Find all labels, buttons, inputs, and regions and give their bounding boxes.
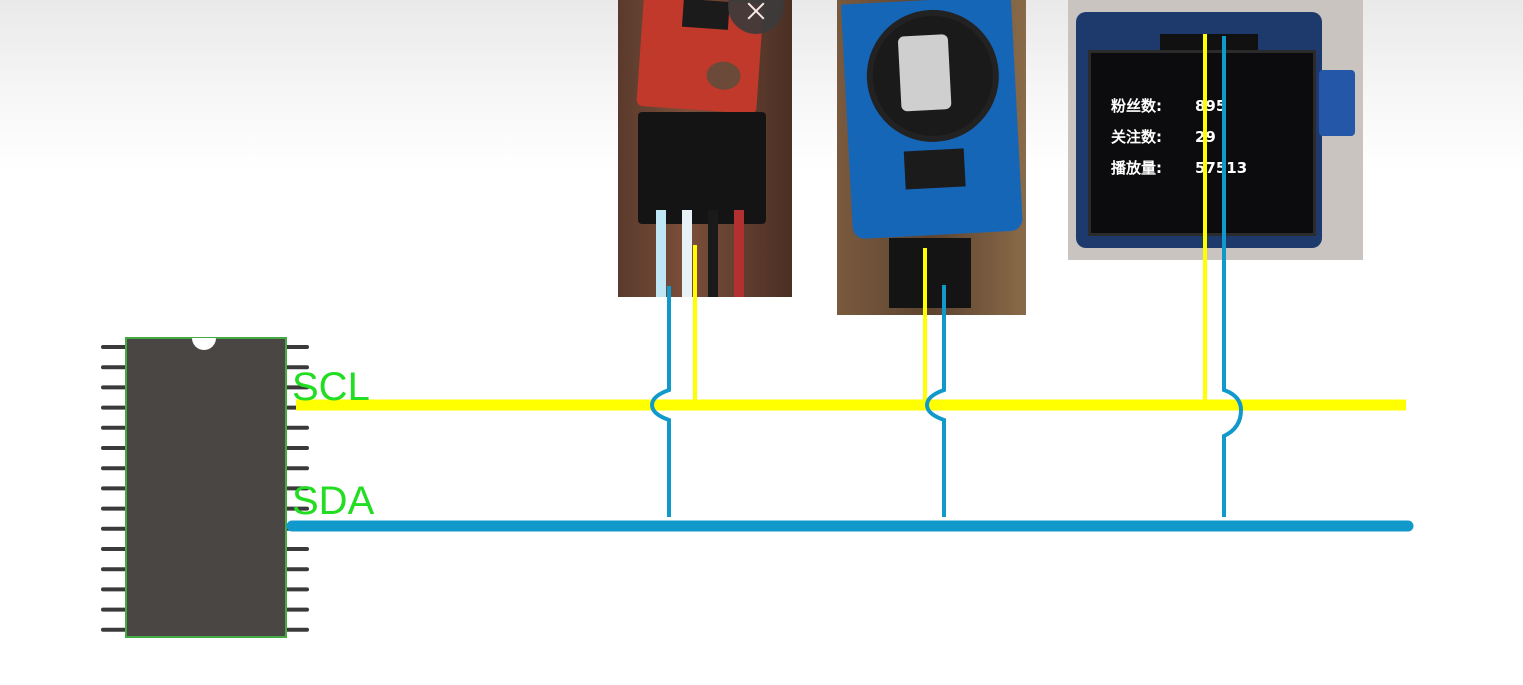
sda-label: SDA (292, 479, 375, 523)
microcontroller-chip (126, 338, 286, 637)
oled-sda-wire (1224, 36, 1241, 517)
bus-taps (652, 34, 1241, 517)
scl-label: SCL (292, 365, 370, 409)
